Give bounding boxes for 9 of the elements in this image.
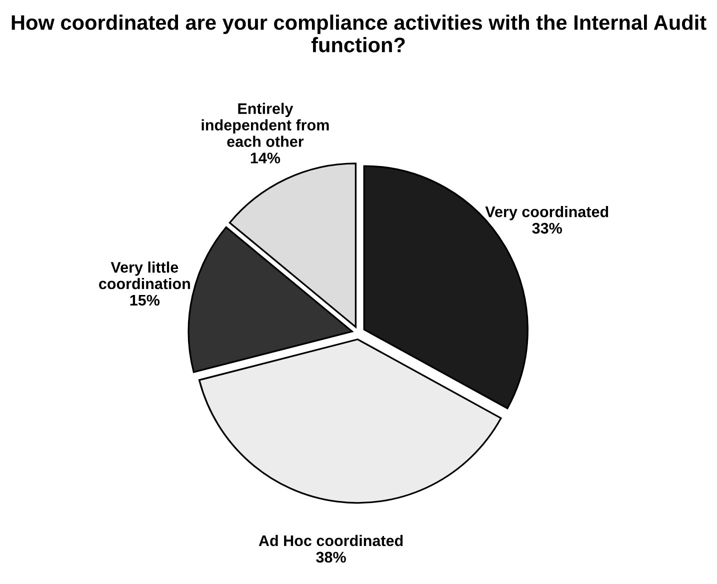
data-label: 14% bbox=[250, 152, 280, 164]
chart-title: How coordinated are your compliance activities with the Internal Audit function? bbox=[12, 14, 706, 52]
data-label: 15% bbox=[130, 294, 160, 306]
slice-label: Very coordinated bbox=[485, 206, 608, 220]
data-label: 38% bbox=[316, 552, 346, 563]
slice-label: Entirely independent from each other bbox=[202, 102, 329, 147]
slice-label: Very little coordination bbox=[99, 262, 190, 290]
slice-label: Ad Hoc coordinated bbox=[258, 534, 403, 546]
data-label: 33% bbox=[532, 222, 562, 234]
